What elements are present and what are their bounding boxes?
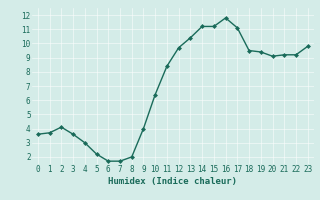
- X-axis label: Humidex (Indice chaleur): Humidex (Indice chaleur): [108, 177, 237, 186]
